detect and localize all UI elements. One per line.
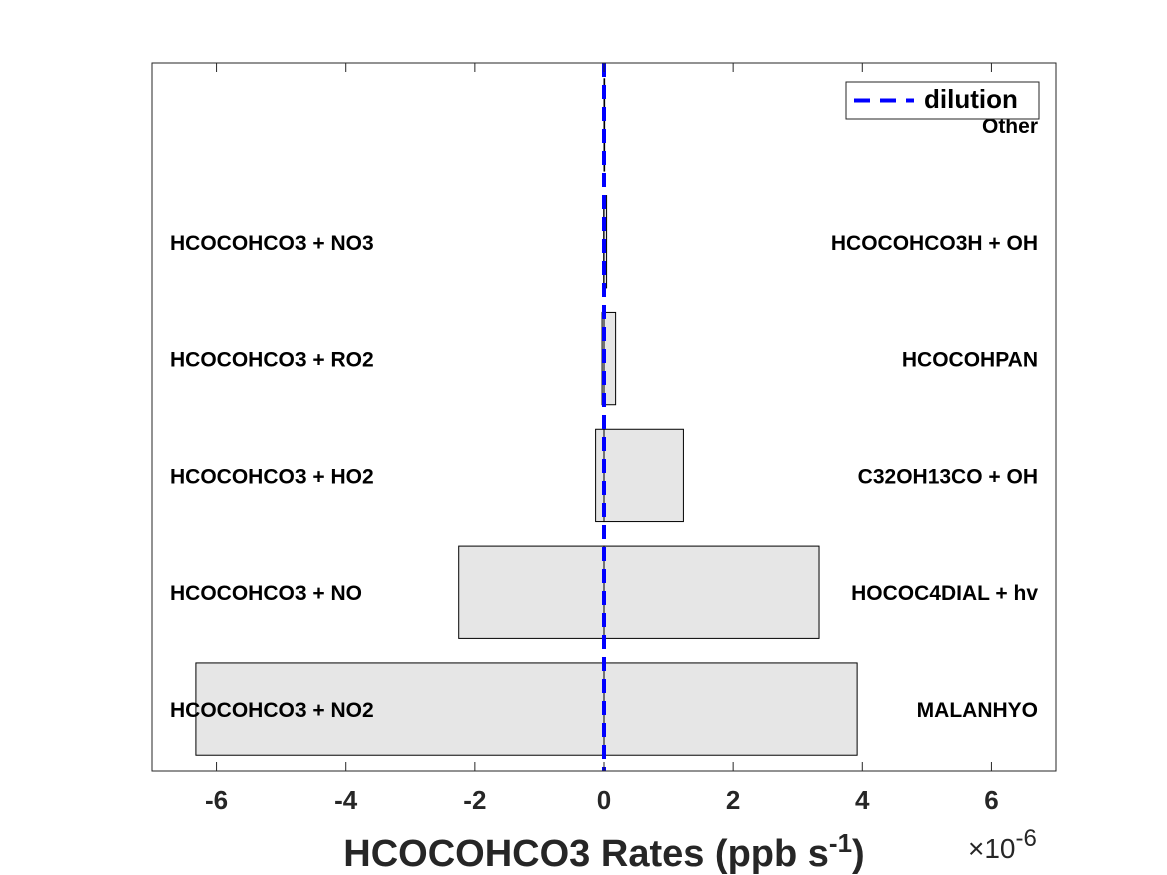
bar-positive-2 [603, 428, 684, 523]
x-tick-label-5: 4 [855, 785, 870, 815]
bar-labels-group: HCOCOHCO3 + NO2 MALANHYO HCOCOHCO3 + NO HOC… [170, 115, 1038, 722]
bar-label-positive-2: C32OH13CO + OH [858, 465, 1038, 488]
bar-label-negative-1: HCOCOHCO3 + NO [170, 582, 362, 605]
x-tick-label-6: 6 [984, 785, 998, 815]
bar-label-positive-1: HOCOC4DIAL + hv [851, 582, 1038, 605]
x-tick-label-3: 0 [597, 785, 611, 815]
x-axis-exponent: ×10-6 [968, 825, 1037, 864]
x-tick-label-1: -4 [334, 785, 358, 815]
legend: dilution [845, 81, 1040, 120]
bar-label-positive-3: HCOCOHPAN [902, 349, 1038, 372]
bar-label-negative-4: HCOCOHCO3 + NO3 [170, 232, 374, 255]
bar-positive-1 [603, 545, 820, 639]
bars-group [195, 78, 858, 756]
x-tick-label-4: 2 [726, 785, 740, 815]
x-axis-title-close: ) [852, 833, 865, 875]
x-axis-title-main: HCOCOHCO3 Rates (ppb s [343, 833, 829, 875]
bar-label-positive-4: HCOCOHCO3H + OH [831, 232, 1038, 255]
x-ticks-group: -6 -4 -2 0 2 4 6 [205, 63, 999, 815]
bar-negative-0 [195, 662, 605, 756]
x-axis-exponent-power: -6 [1016, 825, 1037, 852]
bar-positive-0 [603, 662, 858, 756]
bar-positive-5 [603, 78, 606, 172]
legend-box [845, 81, 1040, 120]
bar-label-negative-0: HCOCOHCO3 + NO2 [170, 699, 374, 722]
x-axis-exponent-prefix: ×10 [968, 833, 1016, 864]
legend-label: dilution [924, 84, 1018, 114]
x-tick-label-0: -6 [205, 785, 228, 815]
x-tick-label-2: -2 [463, 785, 486, 815]
bar-negative-1 [458, 545, 605, 639]
bar-label-positive-0: MALANHYO [917, 699, 1038, 722]
x-axis-title: HCOCOHCO3 Rates (ppb s-1) [343, 828, 864, 875]
x-axis-title-superscript: -1 [829, 828, 852, 858]
bar-label-negative-2: HCOCOHCO3 + HO2 [170, 465, 374, 488]
bar-label-negative-3: HCOCOHCO3 + RO2 [170, 349, 374, 372]
bar-label-positive-5: Other [982, 115, 1038, 138]
